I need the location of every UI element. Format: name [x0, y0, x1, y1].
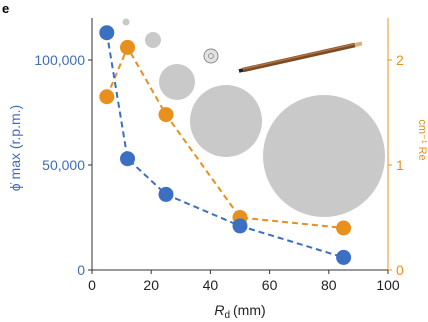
- x-tick-label: 80: [321, 277, 337, 293]
- axes: 0 20 40 60 80 100 0 50,000 100,000 0 1 2: [34, 18, 404, 293]
- x-axis-label-sub: d: [224, 310, 230, 321]
- disc-tiny: [122, 18, 130, 26]
- data-point-left: [232, 218, 248, 234]
- y-left-tick-label: 0: [77, 262, 85, 278]
- x-tick-label: 60: [262, 277, 278, 293]
- x-tick-label: 40: [203, 277, 219, 293]
- data-point-right: [120, 39, 136, 55]
- y-axis-right-title: cm⁻¹ Re: [416, 119, 428, 160]
- x-tick-label: 20: [143, 277, 159, 293]
- data-point-right: [336, 220, 352, 236]
- x-tick-label: 0: [88, 277, 96, 293]
- disc-illustration: [122, 18, 385, 217]
- data-point-left: [336, 249, 352, 265]
- y-left-tick-label: 100,000: [34, 52, 85, 68]
- y-axis-left-title: ϕ̇ max (r.p.m.): [7, 105, 23, 191]
- disc-xlarge: [263, 95, 385, 217]
- y-right-tick-label: 1: [396, 157, 404, 173]
- x-axis-title: Rd (mm): [214, 302, 265, 321]
- y-right-tick-label: 2: [396, 52, 404, 68]
- data-point-right: [158, 107, 174, 123]
- data-point-right: [99, 89, 115, 105]
- disc-large: [190, 85, 262, 157]
- disc-reference: [203, 48, 219, 64]
- y-axis-left-label: ϕ̇ max (r.p.m.): [7, 105, 23, 191]
- panel-label: e: [2, 1, 9, 16]
- data-point-left: [99, 25, 115, 41]
- disc-medium: [159, 64, 195, 100]
- pencil-icon: [238, 41, 363, 73]
- y-left-tick-label: 50,000: [42, 157, 85, 173]
- data-point-left: [120, 151, 136, 167]
- x-axis-label-main: R: [214, 302, 224, 318]
- y-right-tick-label: 0: [396, 262, 404, 278]
- disc-small: [145, 32, 161, 48]
- x-tick-label: 100: [376, 277, 400, 293]
- x-axis-label-unit: (mm): [233, 302, 266, 318]
- y-axis-right-label: cm⁻¹ Re: [416, 119, 428, 160]
- data-point-left: [158, 186, 174, 202]
